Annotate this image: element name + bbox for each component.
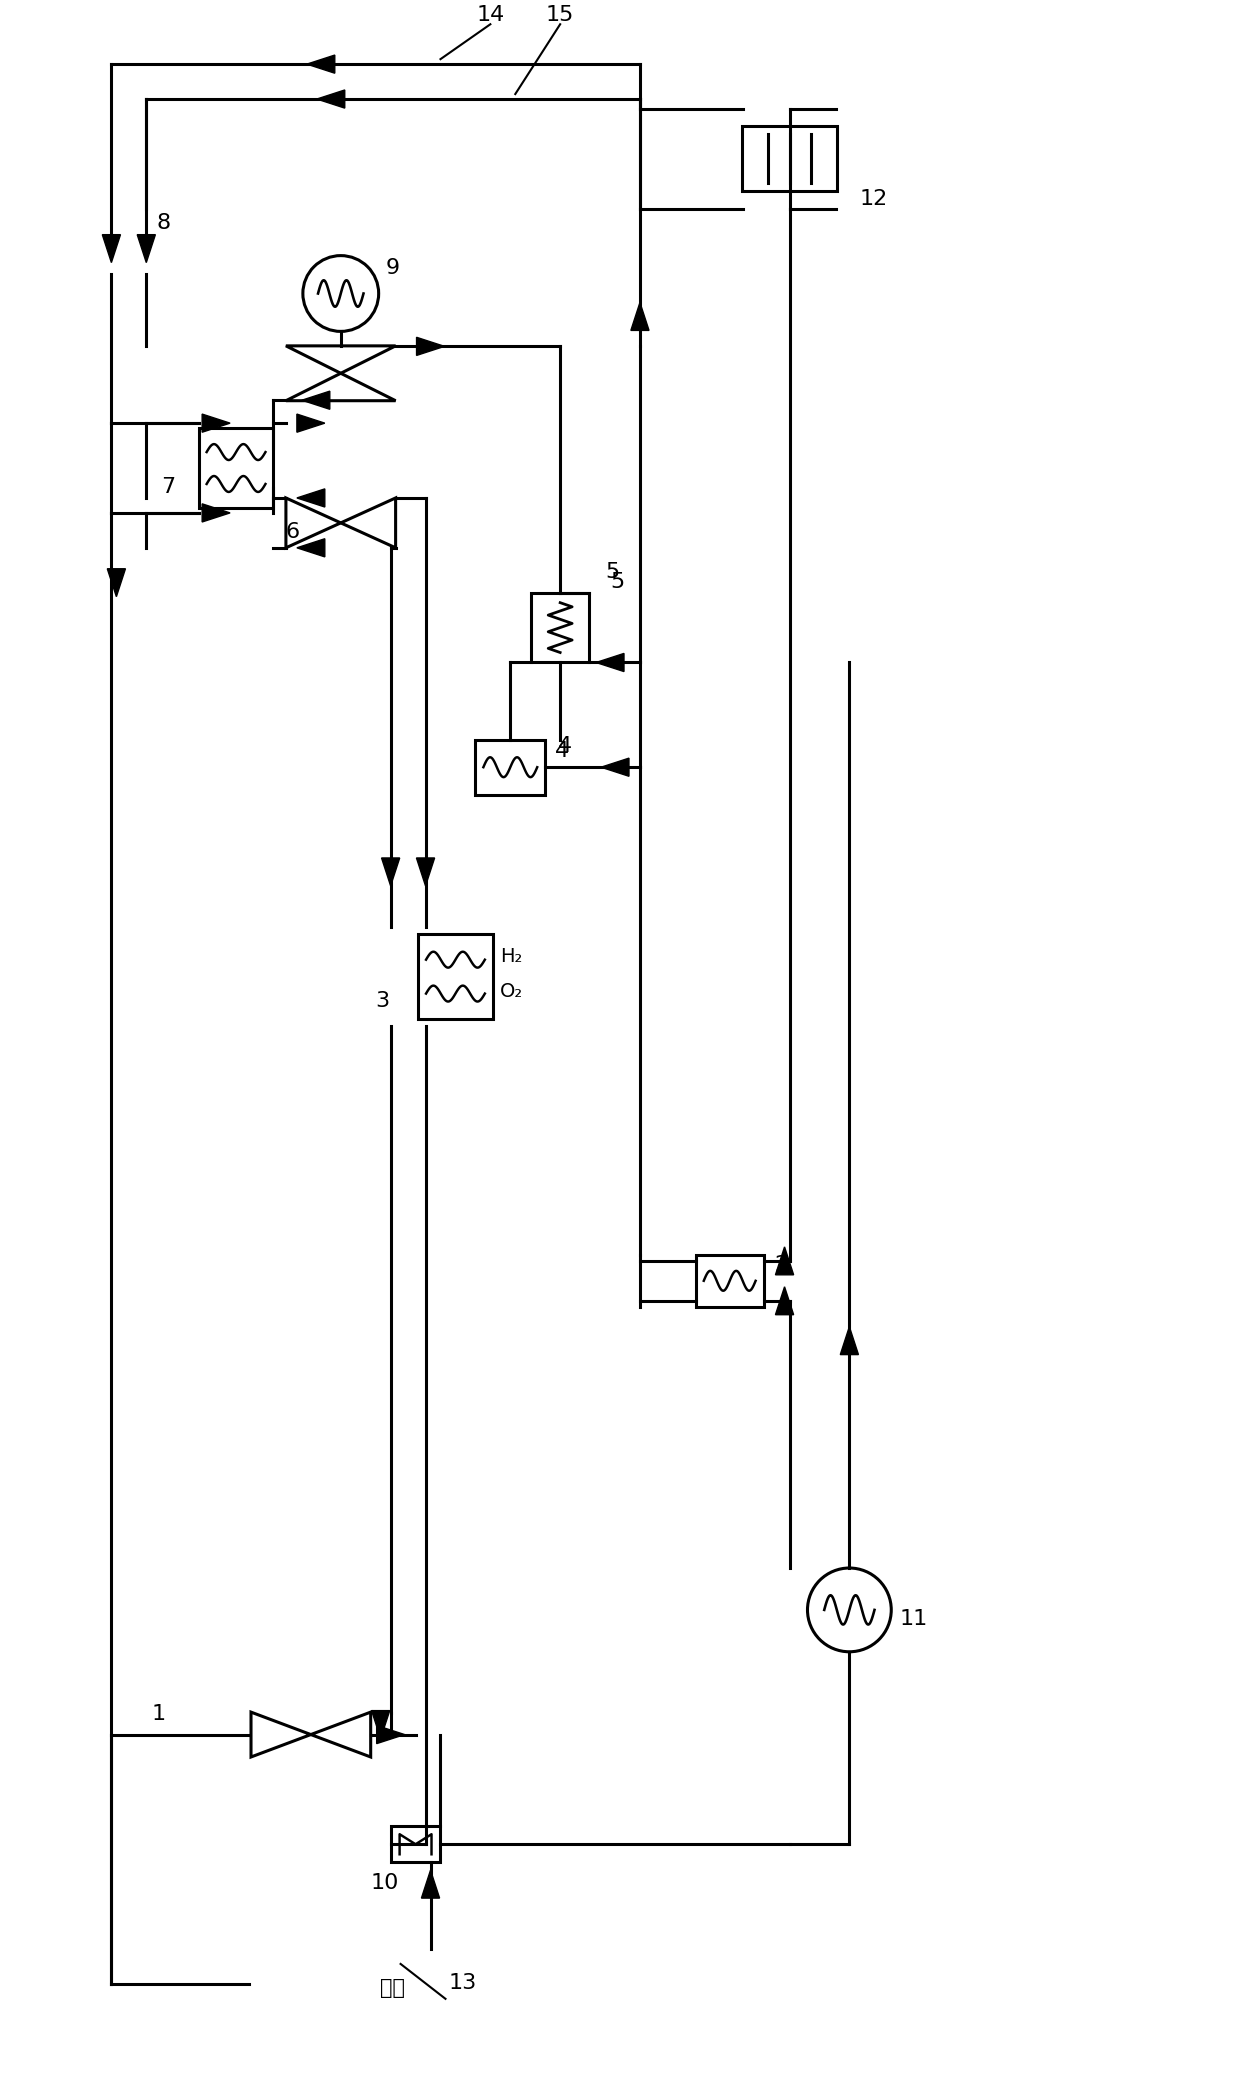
Text: 14: 14 bbox=[476, 6, 505, 25]
Bar bbox=[696, 1254, 764, 1306]
Circle shape bbox=[807, 1568, 892, 1652]
Text: 4: 4 bbox=[558, 736, 573, 757]
Polygon shape bbox=[108, 568, 125, 597]
Text: 4: 4 bbox=[556, 740, 569, 761]
Polygon shape bbox=[296, 414, 325, 433]
Polygon shape bbox=[301, 391, 330, 410]
Bar bbox=[475, 740, 546, 795]
Text: 13: 13 bbox=[449, 1972, 476, 1993]
Polygon shape bbox=[341, 497, 396, 547]
Text: 2: 2 bbox=[775, 1254, 789, 1275]
Polygon shape bbox=[138, 235, 155, 262]
Text: 3: 3 bbox=[376, 990, 389, 1011]
Polygon shape bbox=[306, 54, 335, 73]
Polygon shape bbox=[631, 302, 649, 331]
Polygon shape bbox=[317, 89, 345, 108]
Polygon shape bbox=[601, 757, 629, 776]
Polygon shape bbox=[417, 337, 444, 356]
Text: 11: 11 bbox=[899, 1608, 928, 1629]
Text: 12: 12 bbox=[859, 189, 888, 208]
Text: H₂: H₂ bbox=[500, 946, 523, 965]
Text: 8: 8 bbox=[156, 212, 170, 233]
Polygon shape bbox=[422, 1870, 440, 1899]
Bar bbox=[418, 934, 492, 1019]
Polygon shape bbox=[202, 414, 231, 433]
Text: 15: 15 bbox=[546, 6, 574, 25]
Text: 6: 6 bbox=[286, 522, 300, 541]
Text: 5: 5 bbox=[610, 572, 624, 591]
Polygon shape bbox=[202, 503, 231, 522]
Bar bbox=[531, 593, 589, 664]
Polygon shape bbox=[311, 1712, 371, 1758]
Polygon shape bbox=[372, 1710, 389, 1739]
Polygon shape bbox=[296, 539, 325, 557]
Polygon shape bbox=[103, 235, 120, 262]
Polygon shape bbox=[382, 857, 399, 886]
Polygon shape bbox=[775, 1288, 794, 1315]
Text: 7: 7 bbox=[161, 476, 175, 497]
Text: 10: 10 bbox=[371, 1874, 399, 1893]
Text: 1: 1 bbox=[151, 1704, 165, 1724]
Text: O₂: O₂ bbox=[500, 982, 523, 1000]
Polygon shape bbox=[296, 489, 325, 508]
Polygon shape bbox=[841, 1327, 858, 1354]
Polygon shape bbox=[377, 1726, 404, 1743]
Polygon shape bbox=[417, 857, 434, 886]
Bar bbox=[391, 1826, 440, 1862]
Polygon shape bbox=[250, 1712, 311, 1758]
Text: 给水: 给水 bbox=[381, 1978, 405, 1999]
Polygon shape bbox=[286, 372, 396, 401]
Bar bbox=[743, 127, 837, 191]
Polygon shape bbox=[775, 1246, 794, 1275]
Polygon shape bbox=[286, 345, 396, 372]
Text: 9: 9 bbox=[386, 258, 399, 277]
Bar bbox=[198, 428, 274, 508]
Text: 5: 5 bbox=[605, 562, 619, 582]
Circle shape bbox=[303, 256, 378, 331]
Polygon shape bbox=[286, 497, 341, 547]
Polygon shape bbox=[596, 653, 624, 672]
